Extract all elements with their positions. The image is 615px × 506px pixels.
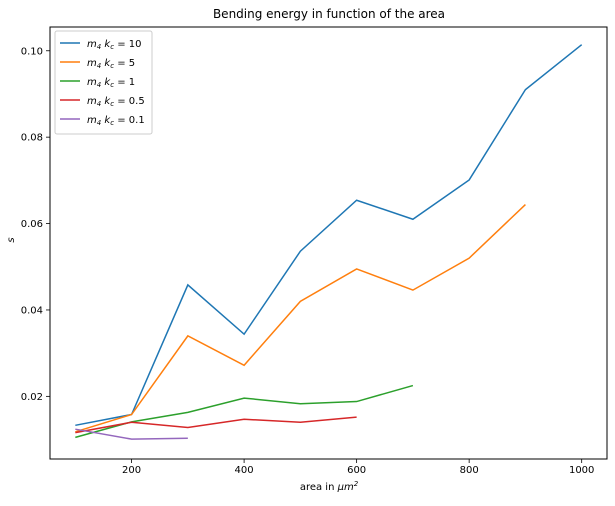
- y-tick-label: 0.08: [21, 133, 43, 144]
- y-tick-label: 0.10: [21, 46, 43, 57]
- x-tick-label: 400: [235, 465, 254, 476]
- x-tick-label: 800: [460, 465, 479, 476]
- x-tick-label: 1000: [569, 465, 594, 476]
- y-axis-label: s: [6, 237, 17, 242]
- series-line-2: [75, 204, 526, 433]
- legend-box: [54, 30, 153, 135]
- plot-frame: [49, 26, 608, 460]
- legend-label: m4 kc = 1: [87, 77, 135, 89]
- legend-label: m4 kc = 0.5: [87, 96, 145, 108]
- series-line-1: [75, 44, 583, 427]
- x-axis-label: area in μm2: [300, 480, 359, 493]
- axes: 200 400 600 800 1000 0.02 0.04 0.06 0.08 0.10: [21, 26, 608, 476]
- series-line-4: [75, 416, 357, 434]
- x-tick-label: 600: [347, 465, 366, 476]
- chart-title: Bending energy in function of the area: [213, 7, 445, 21]
- x-tick-label: 200: [122, 465, 141, 476]
- y-tick-label: 0.04: [21, 305, 43, 316]
- y-tick-label: 0.06: [21, 219, 43, 230]
- plot-area: [75, 44, 583, 440]
- series-line-5: [75, 428, 188, 440]
- legend-label: m4 kc = 0.1: [87, 115, 145, 127]
- legend: m4 kc = 10 m4 kc = 5 m4 kc = 1 m4 kc = 0.5 m…: [54, 30, 153, 135]
- legend-label: m4 kc = 10: [87, 39, 142, 51]
- legend-label: m4 kc = 5: [87, 58, 135, 70]
- y-tick-label: 0.02: [21, 392, 43, 403]
